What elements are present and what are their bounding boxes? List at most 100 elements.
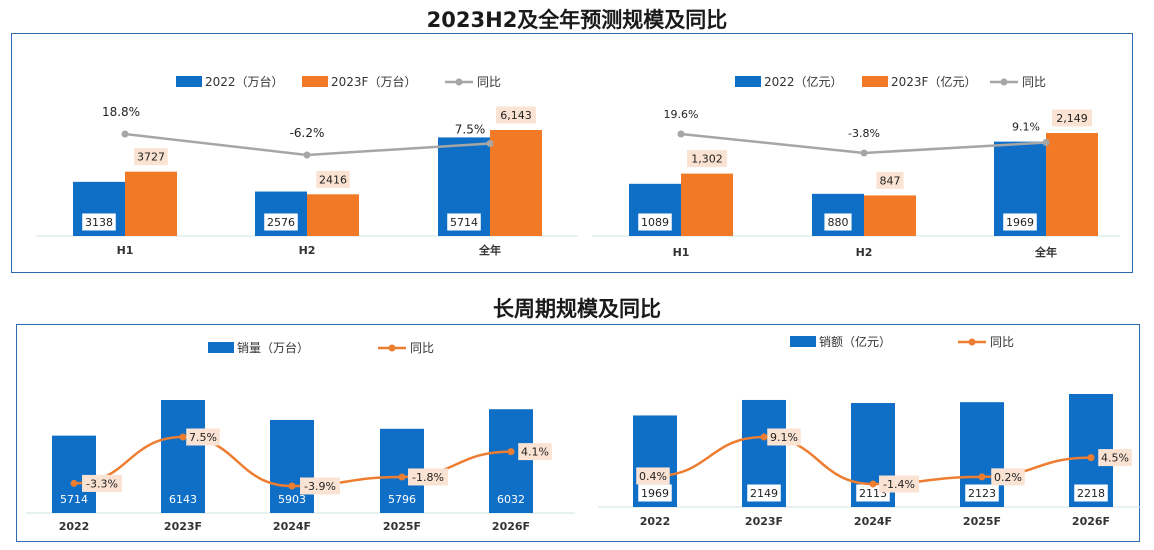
top-chart-frame	[11, 33, 1133, 273]
bar-series-1	[490, 130, 542, 236]
yoy-point	[303, 151, 311, 159]
yoy-label: -1.8%	[412, 471, 444, 484]
bar-value-label: 3727	[137, 151, 165, 164]
bar-value-label-box	[447, 213, 481, 231]
bar-value-label: 5714	[450, 216, 478, 229]
x-tick-label: 2025F	[383, 520, 421, 533]
bar-value-label-box	[876, 171, 904, 189]
yoy-label: 19.6%	[664, 108, 699, 121]
x-tick-label: 2025F	[963, 515, 1001, 528]
bar-value-label: 5903	[278, 493, 306, 506]
bar-series-0	[52, 435, 96, 513]
x-tick-label: H1	[117, 244, 134, 257]
yoy-label-box	[767, 428, 801, 446]
legend-line-marker	[455, 78, 463, 86]
legend-label-line: 同比	[1022, 75, 1046, 89]
yoy-label: 0.2%	[994, 471, 1022, 484]
chart-3: 销额（亿元） 同比1969202221492023F21132024F212320…	[598, 334, 1140, 528]
bar-value-label-box	[264, 213, 298, 231]
bar-value-label: 2576	[267, 216, 295, 229]
yoy-label: 4.1%	[521, 446, 549, 459]
yoy-point	[978, 473, 986, 481]
bar-value-label: 1,302	[691, 153, 723, 166]
legend-swatch-1	[302, 76, 328, 87]
bar-value-label: 5714	[60, 493, 88, 506]
legend-swatch-0	[735, 76, 761, 87]
bar-value-label-box	[638, 213, 672, 231]
legend-label-series-0: 2022（万台）	[205, 74, 284, 89]
x-tick-label: 2026F	[1072, 515, 1110, 528]
bar-series-1	[307, 194, 359, 236]
bar-value-label-box	[1074, 484, 1108, 502]
bar-value-label: 1969	[641, 487, 669, 500]
yoy-point	[486, 139, 494, 147]
legend-label-line: 同比	[477, 75, 501, 89]
yoy-label: -3.9%	[304, 480, 336, 493]
yoy-label: 18.8%	[102, 105, 140, 119]
bar-value-label: 3138	[85, 216, 113, 229]
bar-value-label-box	[316, 170, 350, 188]
yoy-label: -1.4%	[883, 478, 915, 491]
yoy-point	[860, 149, 868, 157]
bar-value-label: 6032	[497, 493, 525, 506]
yoy-point	[121, 130, 129, 138]
bar-value-label: 2416	[319, 173, 347, 186]
chart-1: 2022（亿元） 2023F（亿元） 同比 1089 1,302 H1 880 847 H2 19…	[592, 74, 1120, 259]
legend-label-series-0: 销额（亿元）	[819, 334, 891, 349]
legend-label-series-1: 2023F（万台）	[331, 74, 416, 89]
yoy-label: 9.1%	[1012, 121, 1040, 134]
chart-0: 2022（万台） 2023F（万台） 同比 3138 3727 H1 2576 2416 H2 5…	[36, 74, 578, 257]
bar-value-label: 1969	[1006, 216, 1034, 229]
legend-line-marker	[388, 344, 396, 352]
yoy-point	[507, 448, 515, 456]
legend-label-line: 同比	[990, 335, 1014, 349]
yoy-point	[288, 482, 296, 490]
bar-value-label-box	[687, 150, 727, 168]
bar-value-label: 2149	[750, 487, 778, 500]
bar-series-1	[125, 171, 177, 236]
yoy-label-box	[879, 475, 919, 493]
x-tick-label: 2022	[640, 515, 671, 528]
x-tick-label: 2024F	[854, 515, 892, 528]
yoy-label: 7.5%	[455, 122, 486, 136]
yoy-point	[398, 473, 406, 481]
bar-value-label: 2,149	[1056, 112, 1088, 125]
yoy-label-box	[991, 468, 1025, 486]
yoy-label-box	[1098, 449, 1132, 467]
legend-label-series-1: 2023F（亿元）	[891, 74, 976, 89]
yoy-point	[677, 130, 685, 138]
chart-2: 销量（万台） 同比 5714 2022 6143 2023F 5903 2024F 5796 20…	[26, 340, 575, 533]
legend-line-marker	[1000, 78, 1008, 86]
legend-swatch-0	[176, 76, 202, 87]
bar-value-label-box	[134, 148, 168, 166]
bar-value-label: 2218	[1077, 487, 1105, 500]
bar-series-0	[270, 419, 314, 513]
bar-value-label: 6143	[169, 493, 197, 506]
yoy-label: -3.3%	[86, 477, 118, 490]
bottom-section-title: 长周期规模及同比	[493, 297, 661, 321]
legend-label-series-0: 2022（亿元）	[764, 74, 843, 89]
legend-swatch-0	[208, 342, 234, 353]
yoy-point	[1087, 454, 1095, 462]
x-tick-label: H2	[299, 244, 316, 257]
x-tick-label: 2023F	[164, 520, 202, 533]
legend-swatch-1	[862, 76, 888, 87]
bar-value-label-box	[1052, 109, 1092, 127]
yoy-point	[179, 433, 187, 441]
yoy-label: -6.2%	[290, 126, 325, 140]
bar-value-label-box	[496, 106, 536, 124]
legend-line-marker	[968, 338, 976, 346]
yoy-label: 4.5%	[1101, 452, 1129, 465]
yoy-label: -3.8%	[848, 127, 880, 140]
x-tick-label: 2026F	[492, 520, 530, 533]
bar-value-label: 6,143	[500, 109, 532, 122]
bar-value-label: 1089	[641, 216, 669, 229]
bar-series-1	[681, 173, 733, 236]
yoy-label: 7.5%	[189, 431, 217, 444]
yoy-label: 0.4%	[639, 470, 667, 483]
yoy-label: 9.1%	[770, 431, 798, 444]
yoy-label-box	[300, 477, 340, 495]
yoy-point	[1042, 139, 1050, 147]
bar-series-1	[1046, 133, 1098, 236]
